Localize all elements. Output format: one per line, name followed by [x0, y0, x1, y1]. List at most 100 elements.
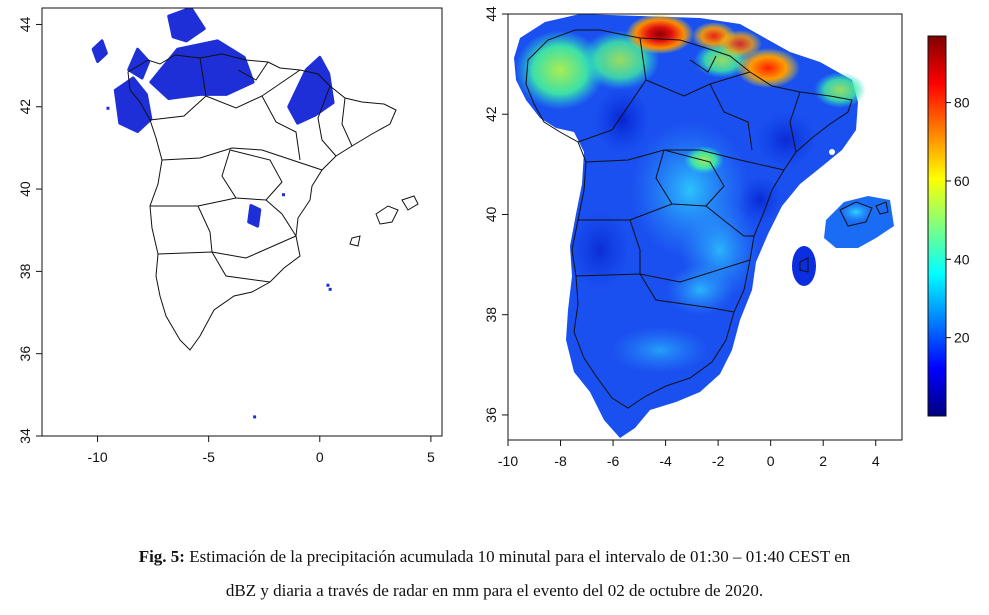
radar-echo-speck [282, 193, 285, 197]
left-x-axis: -10 -5 0 5 [87, 436, 435, 465]
right-y-tick-label: 38 [483, 307, 499, 323]
balearic-island-right [799, 257, 809, 273]
balearic-island-left [401, 195, 419, 211]
precip-blob [738, 176, 782, 224]
balearic-island-left [349, 235, 361, 247]
right-x-tick-label: -6 [607, 453, 620, 469]
region-border-left [317, 85, 337, 157]
colorbar-tick-label: 60 [954, 173, 970, 189]
left-radar-map: -10 -5 0 5 34 36 38 40 42 44 [17, 7, 443, 465]
radar-echo [247, 204, 262, 228]
balearic-precip [792, 246, 816, 286]
left-y-tick-label: 38 [17, 263, 33, 279]
left-plot-area [91, 8, 419, 419]
right-plot-frame [507, 13, 903, 441]
precip-field [514, 14, 894, 438]
radar-echo-speck [326, 283, 330, 287]
white-gap [829, 149, 835, 155]
right-y-axis: 36 38 40 42 44 [483, 6, 508, 423]
region-border-left [161, 147, 323, 171]
precip-blob [718, 30, 762, 58]
radar-echo [287, 55, 335, 125]
left-x-tick-label: -10 [87, 449, 107, 465]
iberia-outline-left [127, 53, 419, 351]
right-y-tick-label: 40 [483, 206, 499, 222]
left-x-tick-label: 5 [427, 449, 435, 465]
right-x-axis: -10 -8 -6 -4 -2 0 2 4 [498, 440, 880, 469]
region-border-right [639, 273, 735, 313]
right-plot-area [514, 14, 894, 438]
left-plot-frame [41, 7, 443, 437]
region-border-left [199, 57, 301, 109]
right-x-tick-label: 2 [819, 453, 827, 469]
radar-echo [167, 8, 206, 43]
radar-echo-speck [328, 287, 332, 291]
iberia-coast-right [525, 29, 853, 409]
region-border-right [689, 55, 717, 73]
left-y-tick-label: 40 [17, 181, 33, 197]
caption-line-1: Fig. 5: Estimación de la precipitación a… [20, 547, 969, 567]
region-border-right [709, 83, 753, 151]
right-x-tick-label: -8 [554, 453, 567, 469]
region-border-left [150, 197, 237, 207]
precip-blob [666, 264, 734, 316]
right-x-tick-label: 0 [767, 453, 775, 469]
left-y-tick-label: 42 [17, 99, 33, 115]
radar-echo-speck [253, 415, 257, 419]
precip-blob [814, 72, 866, 108]
region-border-right [705, 205, 754, 237]
iberia-coast-left [127, 53, 397, 351]
left-x-tick-label: 0 [316, 449, 324, 465]
region-border-left [157, 235, 297, 259]
right-x-tick-label: -4 [659, 453, 672, 469]
caption-text-2: dBZ y diaria a través de radar en mm par… [225, 581, 764, 600]
colorbar-tick-label: 20 [954, 330, 970, 346]
balearic-island-right [839, 201, 873, 227]
precip-blob [570, 210, 630, 290]
colorbar-bar [927, 35, 947, 417]
white-gap [745, 317, 751, 323]
balearic-island-right [875, 201, 889, 215]
caption-prefix: Fig. 5: [138, 547, 185, 566]
iberia-outline-right [525, 29, 889, 409]
region-border-right [639, 37, 751, 97]
caption-text-1: Estimación de la precipitación acumulada… [189, 547, 851, 566]
region-border-right [629, 219, 641, 274]
precip-blob [756, 112, 816, 168]
right-y-tick-label: 42 [483, 106, 499, 122]
region-border-left [149, 95, 207, 121]
radar-echo [127, 47, 151, 80]
left-y-tick-label: 36 [17, 346, 33, 362]
caption-line-2: dBZ y diaria a través de radar en mm par… [20, 581, 969, 601]
right-y-tick-label: 36 [483, 407, 499, 423]
precip-blob [626, 14, 694, 54]
left-x-tick-label: -5 [202, 449, 215, 465]
right-x-tick-label: -2 [712, 453, 725, 469]
region-border-right [789, 91, 801, 153]
region-border-left [197, 205, 213, 253]
precip-blob [840, 202, 872, 222]
colorbar-tick-label: 80 [954, 95, 970, 111]
region-border-left [237, 61, 269, 81]
right-y-tick-label: 44 [483, 6, 499, 22]
region-border-right [585, 149, 785, 171]
precip-blob [610, 326, 710, 374]
right-x-tick-label: -10 [498, 453, 518, 469]
left-y-axis: 34 36 38 40 42 44 [17, 16, 42, 444]
colorbar-ticks: 20 40 60 80 [946, 95, 970, 346]
balearic-island-left [375, 205, 399, 225]
region-border-left [221, 149, 283, 201]
right-precip-map: -10 -8 -6 -4 -2 0 2 4 36 38 40 42 44 [483, 6, 903, 469]
right-x-tick-label: 4 [872, 453, 880, 469]
colorbar: 20 40 60 80 [927, 35, 970, 417]
radar-echo [91, 39, 108, 63]
colorbar-tick-label: 40 [954, 251, 970, 267]
left-y-tick-label: 34 [17, 428, 33, 444]
radar-echo-speck [106, 106, 110, 110]
region-border-left [341, 97, 353, 147]
radar-echo [113, 76, 153, 133]
region-border-left [265, 199, 297, 237]
precip-blob [594, 86, 650, 154]
region-border-right [577, 79, 647, 143]
region-border-left [261, 95, 301, 161]
